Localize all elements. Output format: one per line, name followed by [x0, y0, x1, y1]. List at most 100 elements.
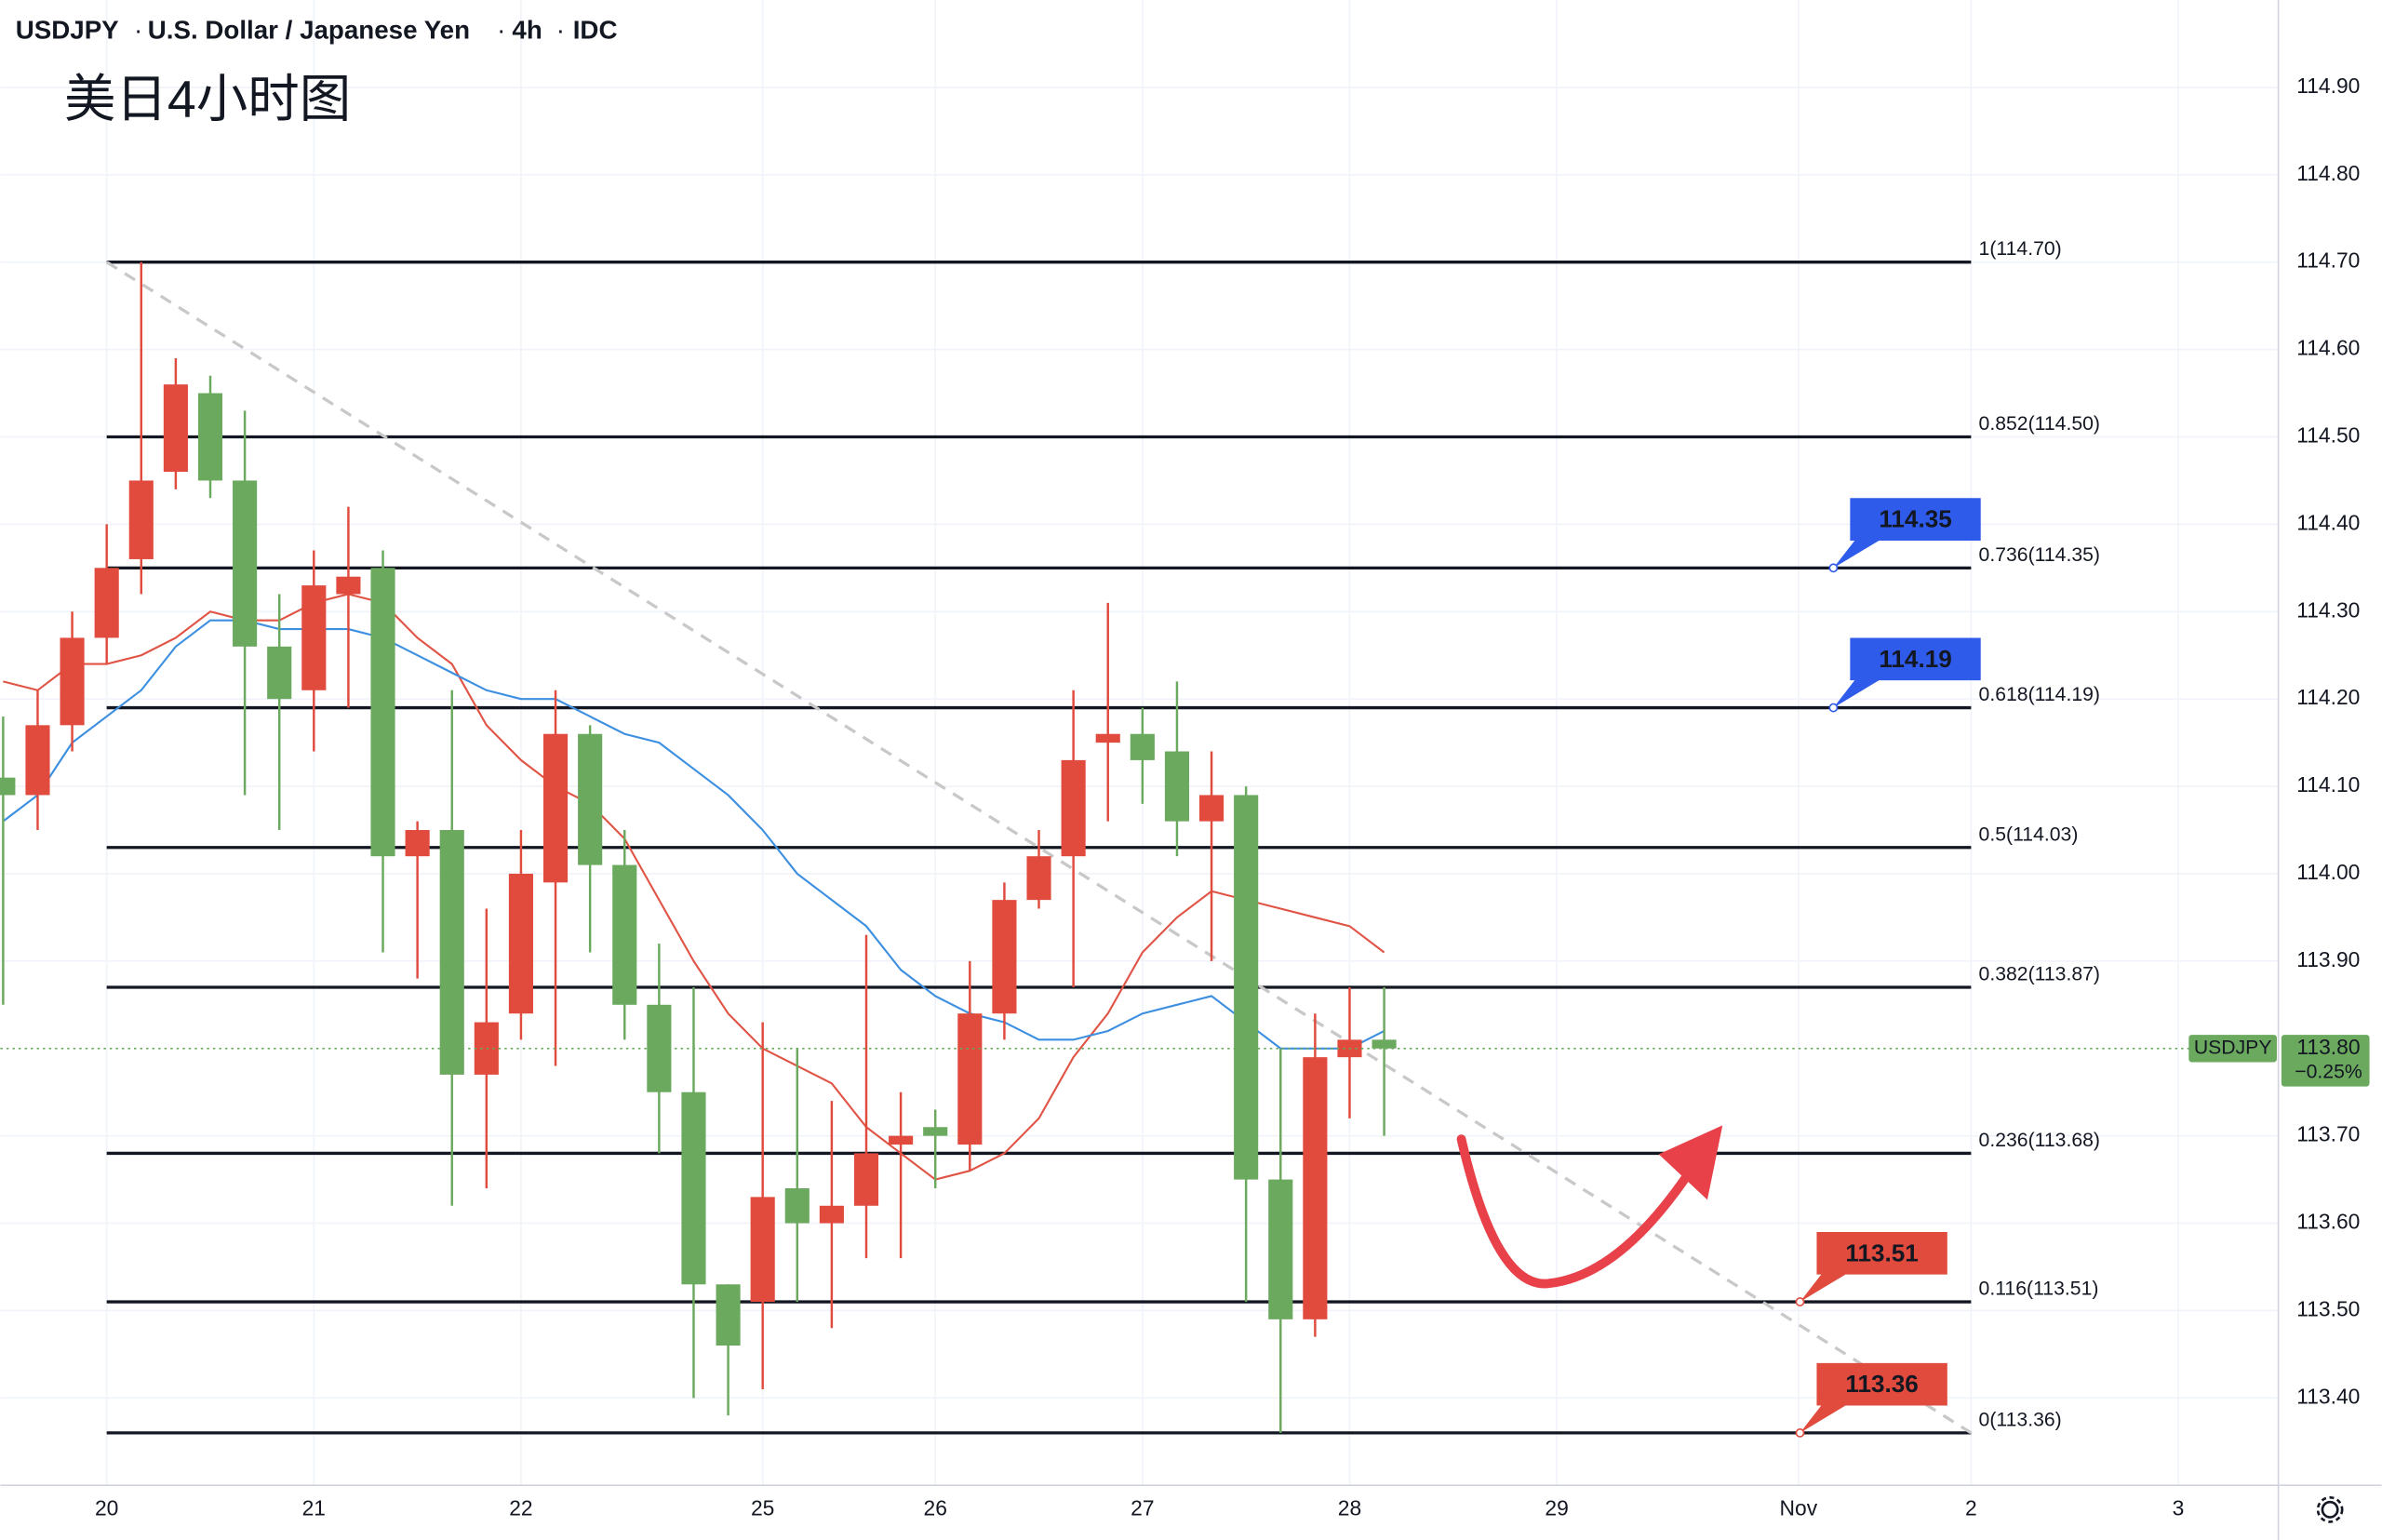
- y-tick-label: 114.90: [2296, 74, 2360, 98]
- forecast-arrow: [1456, 1134, 1691, 1289]
- price-tag-anchor: [1828, 703, 1839, 713]
- y-tick-label: 114.30: [2296, 597, 2360, 622]
- price-tag-label: 114.35: [1879, 505, 1951, 533]
- x-tick-label: Nov: [1780, 1495, 1818, 1520]
- candle-body: [1268, 1179, 1293, 1319]
- chart-title: 美日4小时图: [64, 71, 351, 128]
- description: U.S. Dollar / Japanese Yen: [148, 16, 470, 45]
- x-tick-label: 20: [95, 1495, 118, 1520]
- y-tick-label: 113.60: [2296, 1210, 2360, 1234]
- symbol-badge-label: USDJPY: [2194, 1037, 2272, 1058]
- candle-body: [819, 1205, 844, 1224]
- candle-body: [1303, 1057, 1328, 1319]
- x-tick-label: 28: [1338, 1495, 1361, 1520]
- fib-label: 0.382(113.87): [1979, 964, 2100, 985]
- candle-body: [853, 1153, 879, 1206]
- fib-label: 0.736(114.35): [1979, 544, 2100, 566]
- symbol-badge: [2188, 1035, 2277, 1063]
- candle-body: [370, 568, 395, 857]
- separator: ·: [134, 16, 142, 45]
- x-tick-label: 2: [1965, 1495, 1977, 1520]
- price-tag-box: [1800, 1231, 1947, 1303]
- candle-body: [1130, 733, 1155, 760]
- candle-body: [542, 733, 569, 883]
- candle-body: [197, 393, 223, 481]
- grid: [0, 0, 2279, 1486]
- price-tag-label: 114.19: [1879, 645, 1951, 673]
- price-tag-anchor: [1828, 563, 1839, 573]
- candle-body: [1199, 795, 1224, 822]
- price-tag: 113.51: [1795, 1231, 1947, 1306]
- candle-body: [784, 1187, 810, 1224]
- candle-body: [405, 830, 430, 857]
- x-tick-label: 27: [1131, 1495, 1154, 1520]
- price-tag-label: 113.51: [1845, 1239, 1918, 1266]
- change-label: −0.25%: [2295, 1061, 2362, 1082]
- price-tag-box: [1800, 1362, 1947, 1433]
- x-tick-label: 22: [509, 1495, 532, 1520]
- candle-body: [1164, 751, 1190, 822]
- candle-body: [578, 733, 603, 865]
- candle-body: [923, 1127, 948, 1136]
- candle-body: [716, 1284, 741, 1346]
- y-tick-label: 113.70: [2296, 1122, 2360, 1146]
- candle-body: [25, 725, 50, 796]
- candle-body: [992, 900, 1017, 1014]
- y-tick-label: 114.00: [2296, 860, 2360, 884]
- candle-body: [750, 1197, 775, 1303]
- candle-body: [439, 830, 464, 1075]
- y-tick-label: 114.70: [2296, 248, 2360, 273]
- y-tick-label: 113.90: [2296, 947, 2360, 971]
- candle-body: [60, 637, 85, 726]
- candle-body: [508, 873, 534, 1014]
- source: IDC: [573, 16, 618, 45]
- fib-label: 0(113.36): [1979, 1409, 2062, 1430]
- y-tick-label: 114.50: [2296, 423, 2360, 448]
- x-tick-label: 29: [1545, 1495, 1568, 1520]
- price-tag: 114.19: [1828, 637, 1981, 713]
- candle-body: [612, 864, 637, 1005]
- x-tick-label: 21: [302, 1495, 326, 1520]
- price-tag: 114.35: [1828, 498, 1981, 573]
- settings-icon[interactable]: [2316, 1495, 2344, 1523]
- x-tick-label: 25: [751, 1495, 774, 1520]
- forecast-arrowhead: [1658, 1125, 1723, 1200]
- fib-label: 0.852(114.50): [1979, 413, 2100, 435]
- candle-body: [336, 576, 361, 595]
- price-tag-box: [1833, 498, 1981, 569]
- candle-body: [301, 585, 327, 690]
- separator: ·: [556, 16, 565, 45]
- x-tick-label: 26: [924, 1495, 947, 1520]
- interval: 4h: [512, 16, 542, 45]
- x-tick-label: 3: [2173, 1495, 2185, 1520]
- trend-line: [105, 261, 1973, 1435]
- y-tick-label: 114.20: [2296, 685, 2360, 709]
- separator: ·: [497, 16, 505, 45]
- plot: [0, 261, 2279, 1435]
- price-tag-label: 113.36: [1845, 1370, 1918, 1398]
- y-tick-label: 114.40: [2296, 510, 2360, 534]
- price-badge: [2281, 1035, 2370, 1087]
- fib-label: 1(114.70): [1979, 238, 2062, 260]
- candle-body: [889, 1135, 914, 1145]
- candle-body: [267, 646, 292, 700]
- price-tag-box: [1833, 637, 1981, 708]
- candle-body: [1061, 759, 1086, 857]
- y-tick-label: 113.50: [2296, 1296, 2360, 1320]
- candle-body: [681, 1091, 706, 1285]
- candle-body: [128, 480, 154, 559]
- candle-body: [233, 480, 258, 647]
- fib-label: 0.5(114.03): [1979, 824, 2079, 845]
- candle-body: [163, 384, 188, 473]
- fib-label: 0.116(113.51): [1979, 1279, 2099, 1300]
- price-tag-anchor: [1795, 1297, 1805, 1306]
- candle-body: [0, 777, 16, 796]
- candle-body: [94, 568, 119, 638]
- price-badge-label: 113.80: [2296, 1035, 2360, 1059]
- y-tick-label: 114.60: [2296, 336, 2360, 360]
- price-tag-anchor: [1795, 1428, 1805, 1438]
- candle-body: [1234, 795, 1259, 1180]
- candle-body: [1372, 1039, 1397, 1049]
